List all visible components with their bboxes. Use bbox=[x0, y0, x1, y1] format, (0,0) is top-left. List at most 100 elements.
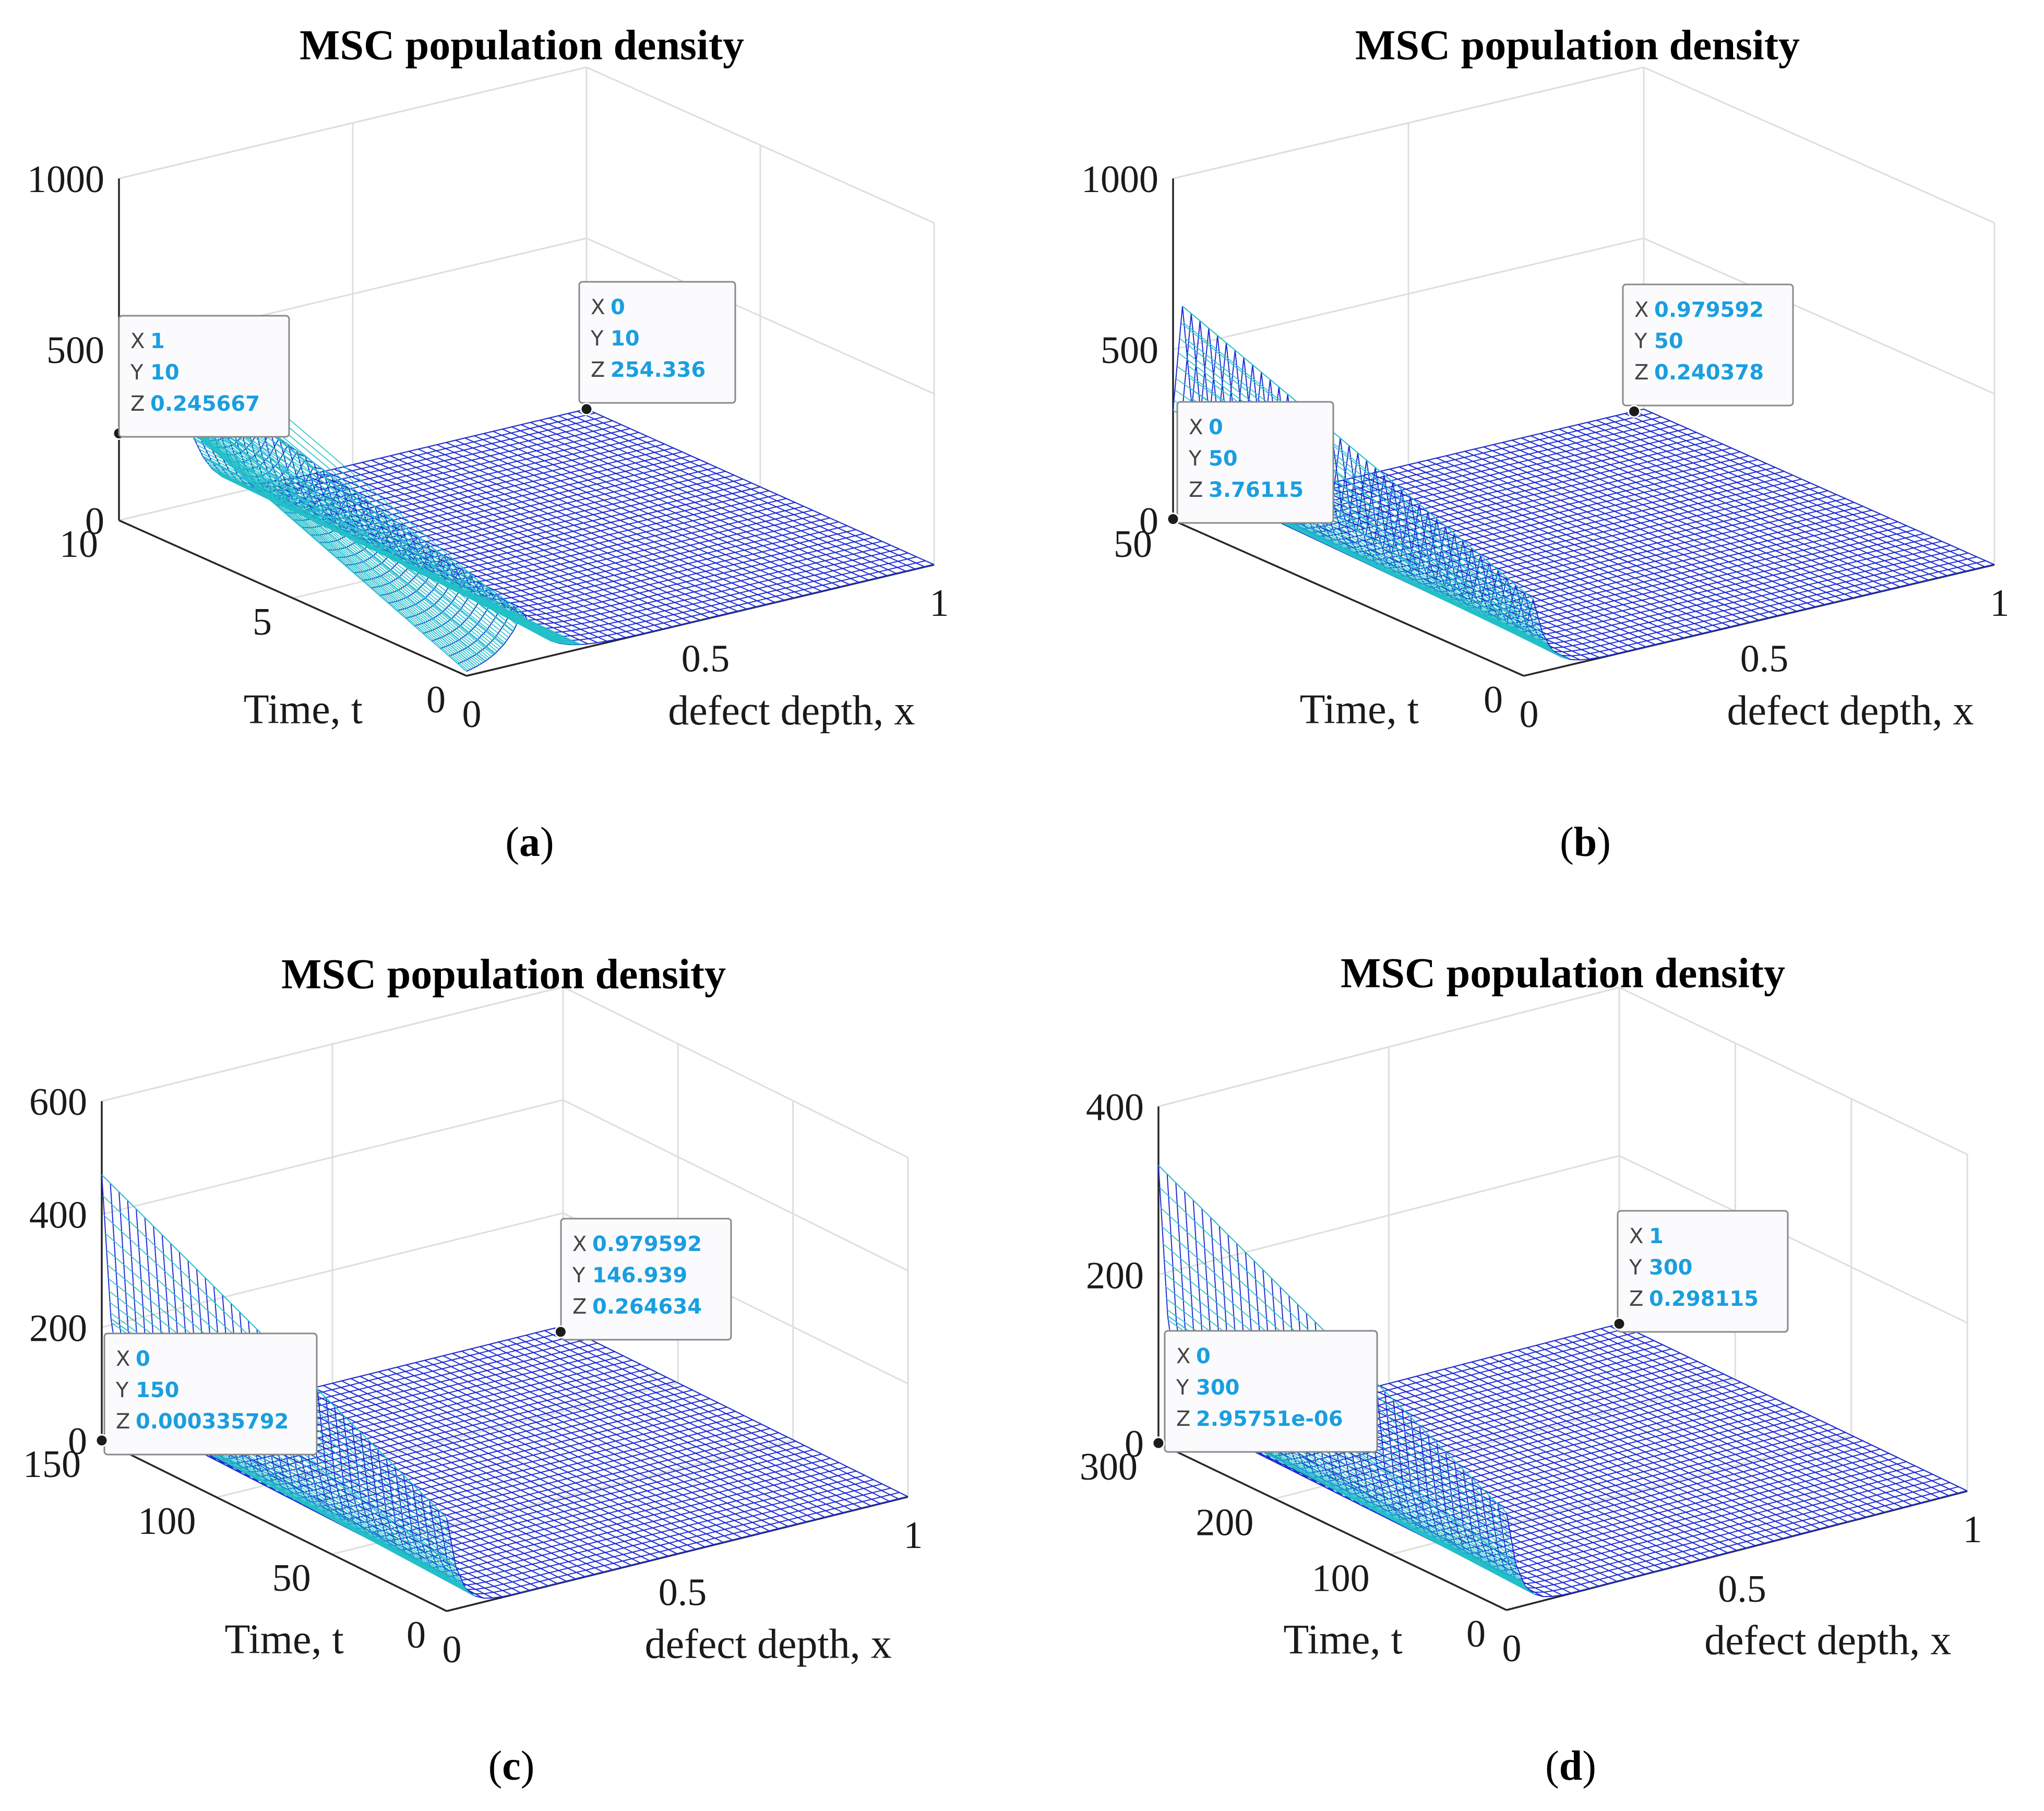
surface-line-y bbox=[1615, 415, 1967, 572]
datatip-key: Y bbox=[1176, 1376, 1189, 1400]
surface-line-y bbox=[1445, 455, 1797, 612]
x-tick-label: 0.5 bbox=[659, 1571, 707, 1614]
grid-line bbox=[1619, 1155, 1968, 1324]
surface-line-y bbox=[332, 1383, 678, 1555]
surface-line-y bbox=[1490, 1356, 1839, 1525]
surface-line-y bbox=[1499, 1354, 1848, 1522]
surface-line-y bbox=[563, 1325, 909, 1497]
surface-line-y bbox=[1389, 1383, 1737, 1551]
surface-line-y bbox=[1596, 420, 1948, 577]
surface-ridge-line bbox=[1186, 352, 1537, 616]
datatip-marker[interactable] bbox=[580, 402, 593, 416]
x-tick-label: 1 bbox=[930, 582, 949, 625]
surface-line-y bbox=[434, 1357, 779, 1529]
surface-line-y bbox=[322, 1385, 668, 1557]
surface-line-y bbox=[1379, 1385, 1728, 1554]
datatip-marker[interactable] bbox=[1612, 1317, 1626, 1330]
grid-line bbox=[1643, 237, 1995, 395]
surface-line-y bbox=[502, 428, 851, 586]
surface-line-y bbox=[1425, 1373, 1774, 1542]
chart-panel-b: MSC population density0500100005000.51Ti… bbox=[1081, 21, 2010, 865]
surface-line-y bbox=[1568, 426, 1920, 583]
datatip-value: 146.939 bbox=[592, 1264, 687, 1288]
datatip-value: 0.979592 bbox=[1654, 298, 1764, 322]
surface-line-y bbox=[1435, 1371, 1784, 1539]
datatip[interactable]: X 0Y 50Z 3.76115 bbox=[1166, 401, 1334, 526]
surface-line-y bbox=[399, 453, 748, 610]
y-tick-label: 0 bbox=[1484, 678, 1503, 721]
z-tick-label: 1000 bbox=[1081, 158, 1158, 201]
surface-line-y bbox=[1342, 1395, 1691, 1563]
x-tick-label: 0 bbox=[1520, 693, 1539, 736]
datatip-marker[interactable] bbox=[1628, 404, 1641, 418]
surface-line-y bbox=[1531, 435, 1882, 592]
chart-title: MSC population density bbox=[1355, 21, 1800, 68]
surface-line-y bbox=[424, 1360, 770, 1532]
datatip-value: 0.000335792 bbox=[136, 1410, 289, 1434]
datatip-marker[interactable] bbox=[1166, 513, 1180, 526]
y-axis bbox=[118, 519, 467, 677]
surface-line-y bbox=[511, 426, 860, 583]
chart-panel-d: MSC population density020040001002003000… bbox=[1080, 949, 1982, 1789]
surface-line-y bbox=[268, 481, 617, 640]
y-tick-label: 150 bbox=[23, 1443, 81, 1486]
surface-line-y bbox=[1389, 468, 1741, 625]
grid-line bbox=[1173, 66, 1644, 180]
datatip[interactable]: X 0.979592 Y 50Z 0.240378 bbox=[1622, 283, 1794, 418]
surface-line-y bbox=[1483, 446, 1835, 603]
y-axis bbox=[1158, 1442, 1507, 1611]
datatip-marker[interactable] bbox=[554, 1325, 567, 1339]
surface-line-y bbox=[397, 1366, 743, 1539]
datatip-key: Y bbox=[590, 327, 604, 351]
y-axis bbox=[1173, 519, 1524, 677]
surface-line-y bbox=[1324, 1399, 1673, 1568]
surface-line-y bbox=[1609, 1326, 1958, 1494]
z-tick-label: 0 bbox=[1125, 1423, 1144, 1466]
z-tick-label: 0 bbox=[85, 500, 104, 543]
datatip[interactable]: X 0Y 10Z 254.336 bbox=[112, 281, 736, 440]
surface-line-y bbox=[1577, 424, 1929, 581]
surface-line-y bbox=[521, 424, 869, 581]
datatip-marker[interactable] bbox=[95, 1434, 109, 1447]
surface-line-y bbox=[350, 1378, 696, 1550]
y-axis-label: Time, t bbox=[225, 1617, 344, 1663]
datatip-key: Z bbox=[1176, 1407, 1190, 1431]
surface-line-y bbox=[1416, 1376, 1765, 1544]
datatip-key: Z bbox=[1634, 361, 1648, 385]
x-tick-label: 0.5 bbox=[1740, 638, 1789, 681]
z-tick-label: 0 bbox=[1139, 500, 1158, 543]
surface-line-y bbox=[1559, 428, 1910, 586]
surface-ridge-line bbox=[1185, 338, 1536, 611]
z-tick-label: 0 bbox=[68, 1420, 87, 1463]
datatip-value: 0 bbox=[1209, 415, 1223, 439]
z-tick-label: 200 bbox=[1086, 1255, 1144, 1297]
z-tick-label: 1000 bbox=[27, 158, 104, 201]
x-axis-label: defect depth, x bbox=[645, 1622, 892, 1667]
surface-line-y bbox=[1295, 491, 1646, 648]
surface-line-y bbox=[405, 1364, 751, 1536]
surface-line-y bbox=[362, 462, 710, 619]
surface-line-y bbox=[436, 444, 785, 601]
surface-line-y bbox=[1587, 422, 1939, 579]
surface-line-y bbox=[1464, 450, 1816, 607]
datatip-marker[interactable] bbox=[1152, 1436, 1165, 1450]
surface-line-y bbox=[1361, 475, 1713, 632]
surface-line-y bbox=[417, 448, 766, 605]
surface-line-y bbox=[1563, 1338, 1912, 1506]
x-tick-label: 0 bbox=[1502, 1627, 1522, 1670]
surface-line-y bbox=[369, 1373, 715, 1545]
surface-line-y bbox=[1573, 1335, 1922, 1504]
surface-line-y bbox=[1248, 500, 1599, 658]
surface-line-y bbox=[558, 415, 906, 572]
datatip[interactable]: X 1Y 10Z 0.245667 bbox=[118, 315, 593, 438]
subfigure-label: (d) bbox=[1545, 1743, 1596, 1789]
datatip-value: 0.240378 bbox=[1654, 361, 1764, 385]
surface-line-y bbox=[1517, 1349, 1867, 1518]
z-tick-label: 600 bbox=[29, 1081, 87, 1124]
x-tick-label: 0.5 bbox=[1718, 1568, 1766, 1611]
